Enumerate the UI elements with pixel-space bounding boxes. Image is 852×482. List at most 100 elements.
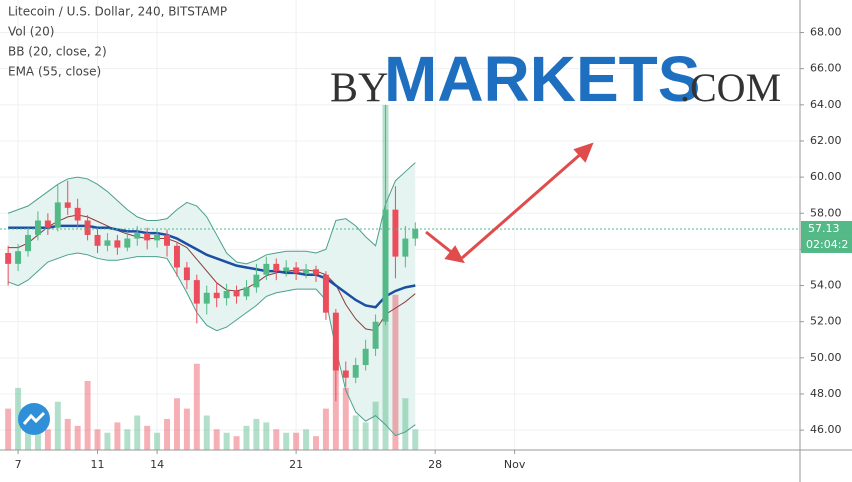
candle-body	[5, 253, 12, 264]
arrow-head	[573, 142, 594, 163]
volume-bar	[173, 398, 180, 450]
volume-bar	[392, 294, 399, 450]
candle-body	[263, 263, 270, 275]
price-badge-label: 57.13	[808, 222, 840, 235]
candle-body	[124, 238, 131, 248]
candle-body	[332, 312, 339, 371]
volume-bar	[273, 429, 280, 450]
y-tick-label: 62.00	[810, 134, 842, 147]
y-tick-label: 50.00	[810, 351, 842, 364]
annotation-arrow	[425, 142, 594, 264]
volume-bar	[372, 401, 379, 450]
indicator-line	[8, 224, 416, 309]
y-tick-label: 46.00	[810, 423, 842, 436]
candle-body	[392, 209, 399, 257]
candle-body	[342, 370, 349, 378]
volume-bar	[134, 415, 141, 450]
volume-bar	[5, 408, 12, 450]
volume-bar	[253, 418, 260, 450]
countdown-badge	[801, 236, 852, 253]
candle-body	[44, 220, 51, 228]
candle-body	[352, 365, 359, 378]
candle-body	[74, 207, 81, 221]
countdown-label: 02:04:2	[806, 238, 848, 251]
candle-body	[183, 267, 190, 281]
volume-bar	[283, 432, 290, 450]
candle-body	[382, 209, 389, 322]
watermark: BY MARKETS .COM	[330, 43, 781, 115]
candle-body	[313, 269, 319, 275]
candle-body	[134, 233, 141, 239]
candle-body	[203, 292, 210, 304]
volume-bar	[193, 363, 200, 450]
candle-body	[253, 274, 260, 288]
candle-body	[283, 267, 290, 272]
y-tick-label: 52.00	[810, 315, 842, 328]
volume-bar	[213, 429, 220, 450]
volume-bar	[362, 422, 369, 450]
volume-bar	[54, 401, 61, 450]
candle-body	[164, 234, 171, 246]
candle-body	[243, 287, 250, 297]
band-fill	[8, 162, 416, 436]
candle-body	[94, 234, 101, 246]
volume-bar	[164, 418, 171, 450]
candle-body	[15, 251, 22, 264]
candle-body	[64, 202, 71, 208]
y-tick-label: 48.00	[810, 387, 842, 400]
price-badge	[801, 220, 852, 237]
watermark-prefix: BY	[330, 66, 388, 112]
candle-body	[104, 240, 111, 246]
candle-body	[114, 240, 121, 248]
volume-bar	[114, 422, 121, 450]
volume-bar	[84, 381, 91, 450]
logo-icon	[22, 411, 46, 425]
candle-body	[233, 290, 240, 297]
volume-bar	[183, 408, 190, 450]
arrow-segment	[461, 150, 584, 260]
candle-body	[25, 234, 31, 252]
volume-bar	[44, 429, 51, 450]
chart-title: Litecoin / U.S. Dollar, 240, BITSTAMP	[8, 5, 227, 19]
logo-badge	[18, 403, 50, 435]
candle-body	[372, 321, 379, 349]
indicator: BB (20, close, 2)	[8, 45, 107, 59]
volume-bar	[303, 429, 310, 450]
volume-bar	[243, 425, 250, 450]
arrow-head	[444, 245, 465, 264]
indicator-line	[7, 252, 416, 437]
volume-bar	[233, 436, 240, 450]
x-tick-label: 7	[15, 458, 22, 471]
volume-bar	[263, 422, 270, 450]
x-tick-label: 11	[91, 458, 105, 471]
x-tick-label: 21	[289, 458, 303, 471]
candle-body	[144, 233, 151, 241]
y-tick-label: 58.00	[810, 206, 842, 219]
volume-bar	[293, 432, 300, 450]
volume-bar	[352, 415, 359, 450]
candle-body	[154, 234, 161, 241]
volume-bar	[74, 425, 81, 450]
candle-body	[84, 220, 91, 235]
indicator: Vol (20)	[8, 25, 54, 39]
watermark-brand: MARKETS	[384, 43, 700, 115]
volume-bar	[223, 432, 230, 450]
watermark-suffix: .COM	[680, 65, 781, 110]
volume-bar	[104, 432, 111, 450]
volume-bar	[144, 425, 151, 450]
candle-body	[173, 245, 180, 268]
candle-body	[303, 269, 310, 273]
candle-body	[273, 263, 280, 272]
volume-bar	[412, 429, 419, 450]
candle-body	[322, 274, 329, 313]
candle-body	[34, 220, 41, 235]
y-tick-label: 68.00	[810, 26, 842, 39]
volume-bar	[64, 418, 71, 450]
candle-body	[293, 267, 300, 273]
volume-bar	[25, 422, 31, 450]
y-tick-label: 66.00	[810, 62, 842, 75]
axes: 46.0048.0050.0052.0054.0056.0058.0060.00…	[15, 26, 852, 471]
candle-body	[223, 290, 230, 299]
volume-bar	[342, 387, 349, 450]
indicator-line	[7, 162, 416, 265]
